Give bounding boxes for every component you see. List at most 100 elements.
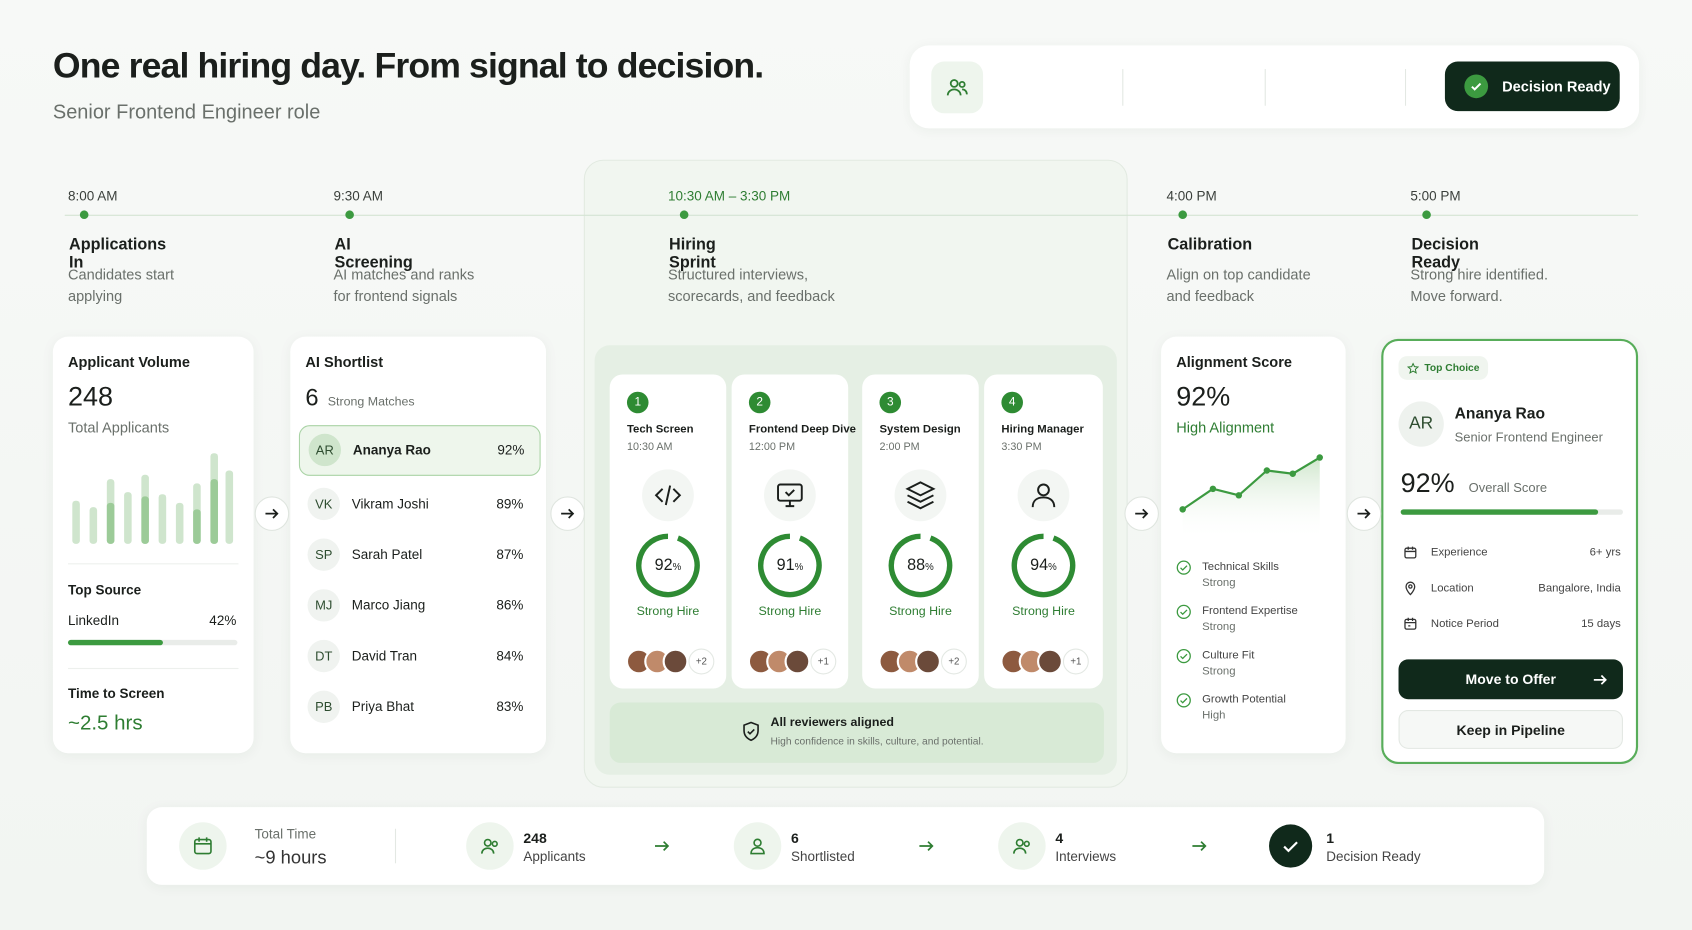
score-ring xyxy=(887,532,954,604)
candidate-score: 87% xyxy=(496,547,524,563)
step-label: Shortlisted xyxy=(790,849,855,865)
shortlist-card: AI Shortlist 6 Strong Matches AR Ananya R… xyxy=(290,336,547,754)
candidate-row: VK Vikram Joshi 89% xyxy=(299,480,539,529)
score-text: 92% xyxy=(610,556,727,575)
interview-title: Tech Screen xyxy=(626,423,694,436)
star-icon xyxy=(1407,362,1420,374)
divider xyxy=(1122,69,1124,106)
summary-bar: Total Time ~9 hours 248 Applicants 6 Shortl… xyxy=(146,807,1545,885)
volume-subtitle: Total Applicants xyxy=(67,419,170,436)
divider xyxy=(394,828,397,864)
overall-score-label: Overall Score xyxy=(1468,480,1548,496)
volume-sparkbars xyxy=(72,453,234,544)
detail-icon xyxy=(1403,581,1418,602)
step-icon-svg xyxy=(1283,841,1298,853)
stage-title: AI Screening xyxy=(334,235,413,272)
check-icon-svg xyxy=(1176,604,1191,619)
interview-icon xyxy=(764,469,816,522)
top-choice-card: Top Choice AR Ananya Rao Senior Frontend… xyxy=(1381,338,1639,765)
badge-text: Top Choice xyxy=(1424,362,1480,374)
footer-text: High confidence in skills, culture, and … xyxy=(770,735,984,748)
avatar: DT xyxy=(307,639,340,673)
reviewer-avatar xyxy=(915,648,941,675)
divider xyxy=(1264,69,1266,106)
stats-icon xyxy=(931,61,984,114)
shortlist-count: 6 xyxy=(305,384,319,412)
verdict: Strong Hire xyxy=(758,605,822,619)
interview-icon-svg xyxy=(777,483,803,508)
stage-title: Hiring Sprint xyxy=(669,235,716,272)
check-icon xyxy=(1176,648,1191,670)
step-value: 1 xyxy=(1326,829,1335,847)
sprint-footer: All reviewers aligned High confidence in… xyxy=(609,702,1104,763)
step-icon xyxy=(998,822,1046,870)
total-value: ~9 hours xyxy=(254,847,327,868)
score-unit: % xyxy=(794,561,804,572)
alignment-label: High Alignment xyxy=(1176,419,1275,436)
source-share: 42% xyxy=(209,612,237,629)
interview-card: 2 Frontend Deep Dive 12:00 PM 91% Strong Hir… xyxy=(731,374,856,689)
score-unit: % xyxy=(925,561,934,572)
score-value: 88 xyxy=(907,555,926,575)
reviewer-avatar xyxy=(1037,648,1063,675)
flow-arrow-svg xyxy=(561,508,575,519)
avatar: AR xyxy=(308,433,341,467)
initials: DT xyxy=(315,648,333,664)
stage-description: Structured interviews, scorecards, and f… xyxy=(667,266,835,305)
flow-arrow-svg xyxy=(1135,508,1149,519)
candidate-row: MJ Marco Jiang 86% xyxy=(299,582,539,631)
detail-icon xyxy=(1403,545,1418,566)
interview-card: 3 System Design 2:00 PM 88% Strong Hire +2 xyxy=(862,374,979,689)
criterion-level: High xyxy=(1202,708,1226,722)
flow-arrow xyxy=(1346,496,1382,531)
detail-value: 6+ yrs xyxy=(1589,546,1621,559)
initials: SP xyxy=(315,547,333,563)
keep-in-pipeline-button[interactable]: Keep in Pipeline xyxy=(1398,710,1623,749)
source-bar-fill xyxy=(67,639,163,646)
number: 2 xyxy=(756,396,763,409)
candidate-name: Vikram Joshi xyxy=(351,496,429,512)
step-value: 248 xyxy=(523,829,547,847)
candidate-row: PB Priya Bhat 83% xyxy=(299,683,539,732)
detail-icon-svg xyxy=(1404,546,1417,559)
icon xyxy=(1471,82,1482,91)
interview-time: 12:00 PM xyxy=(748,441,796,454)
button-label: Move to Offer xyxy=(1465,671,1556,688)
divider xyxy=(1404,69,1407,106)
interview-icon-svg xyxy=(905,481,936,510)
step-value: 6 xyxy=(790,829,799,847)
avatar: PB xyxy=(307,690,340,723)
detail-icon-svg xyxy=(1404,617,1417,630)
score-ring-svg xyxy=(1011,533,1076,598)
score-ring-svg xyxy=(758,533,822,598)
check-icon xyxy=(1176,560,1191,581)
step-icon xyxy=(733,822,782,870)
calendar-icon xyxy=(193,837,212,855)
avatar: MJ xyxy=(307,589,340,622)
total-label: Total Time xyxy=(254,826,317,842)
number: 3 xyxy=(886,396,894,409)
initials: AR xyxy=(315,442,334,458)
step-number: 2 xyxy=(748,391,771,414)
step-number: 3 xyxy=(879,391,902,414)
more-reviewers: +2 xyxy=(940,648,967,675)
avatar: SP xyxy=(307,538,340,571)
candidate-name: Ananya Rao xyxy=(1454,405,1546,424)
score-text: 88% xyxy=(862,556,979,575)
reviewer-avatar xyxy=(784,648,811,675)
interview-title: Frontend Deep Dive xyxy=(748,423,856,436)
step-number: 4 xyxy=(1001,391,1023,414)
candidate-score: 84% xyxy=(496,648,524,664)
criterion-level: Strong xyxy=(1202,620,1236,634)
step-label: Applicants xyxy=(523,849,586,865)
move-to-offer-button[interactable]: Move to Offer xyxy=(1398,659,1623,700)
score-text: 94% xyxy=(984,556,1103,575)
verdict: Strong Hire xyxy=(1012,605,1075,619)
card-title: Applicant Volume xyxy=(67,353,190,371)
stage-dot xyxy=(79,210,89,220)
icon xyxy=(946,79,968,96)
card-title: Alignment Score xyxy=(1176,353,1292,371)
stage-dot xyxy=(679,210,689,220)
